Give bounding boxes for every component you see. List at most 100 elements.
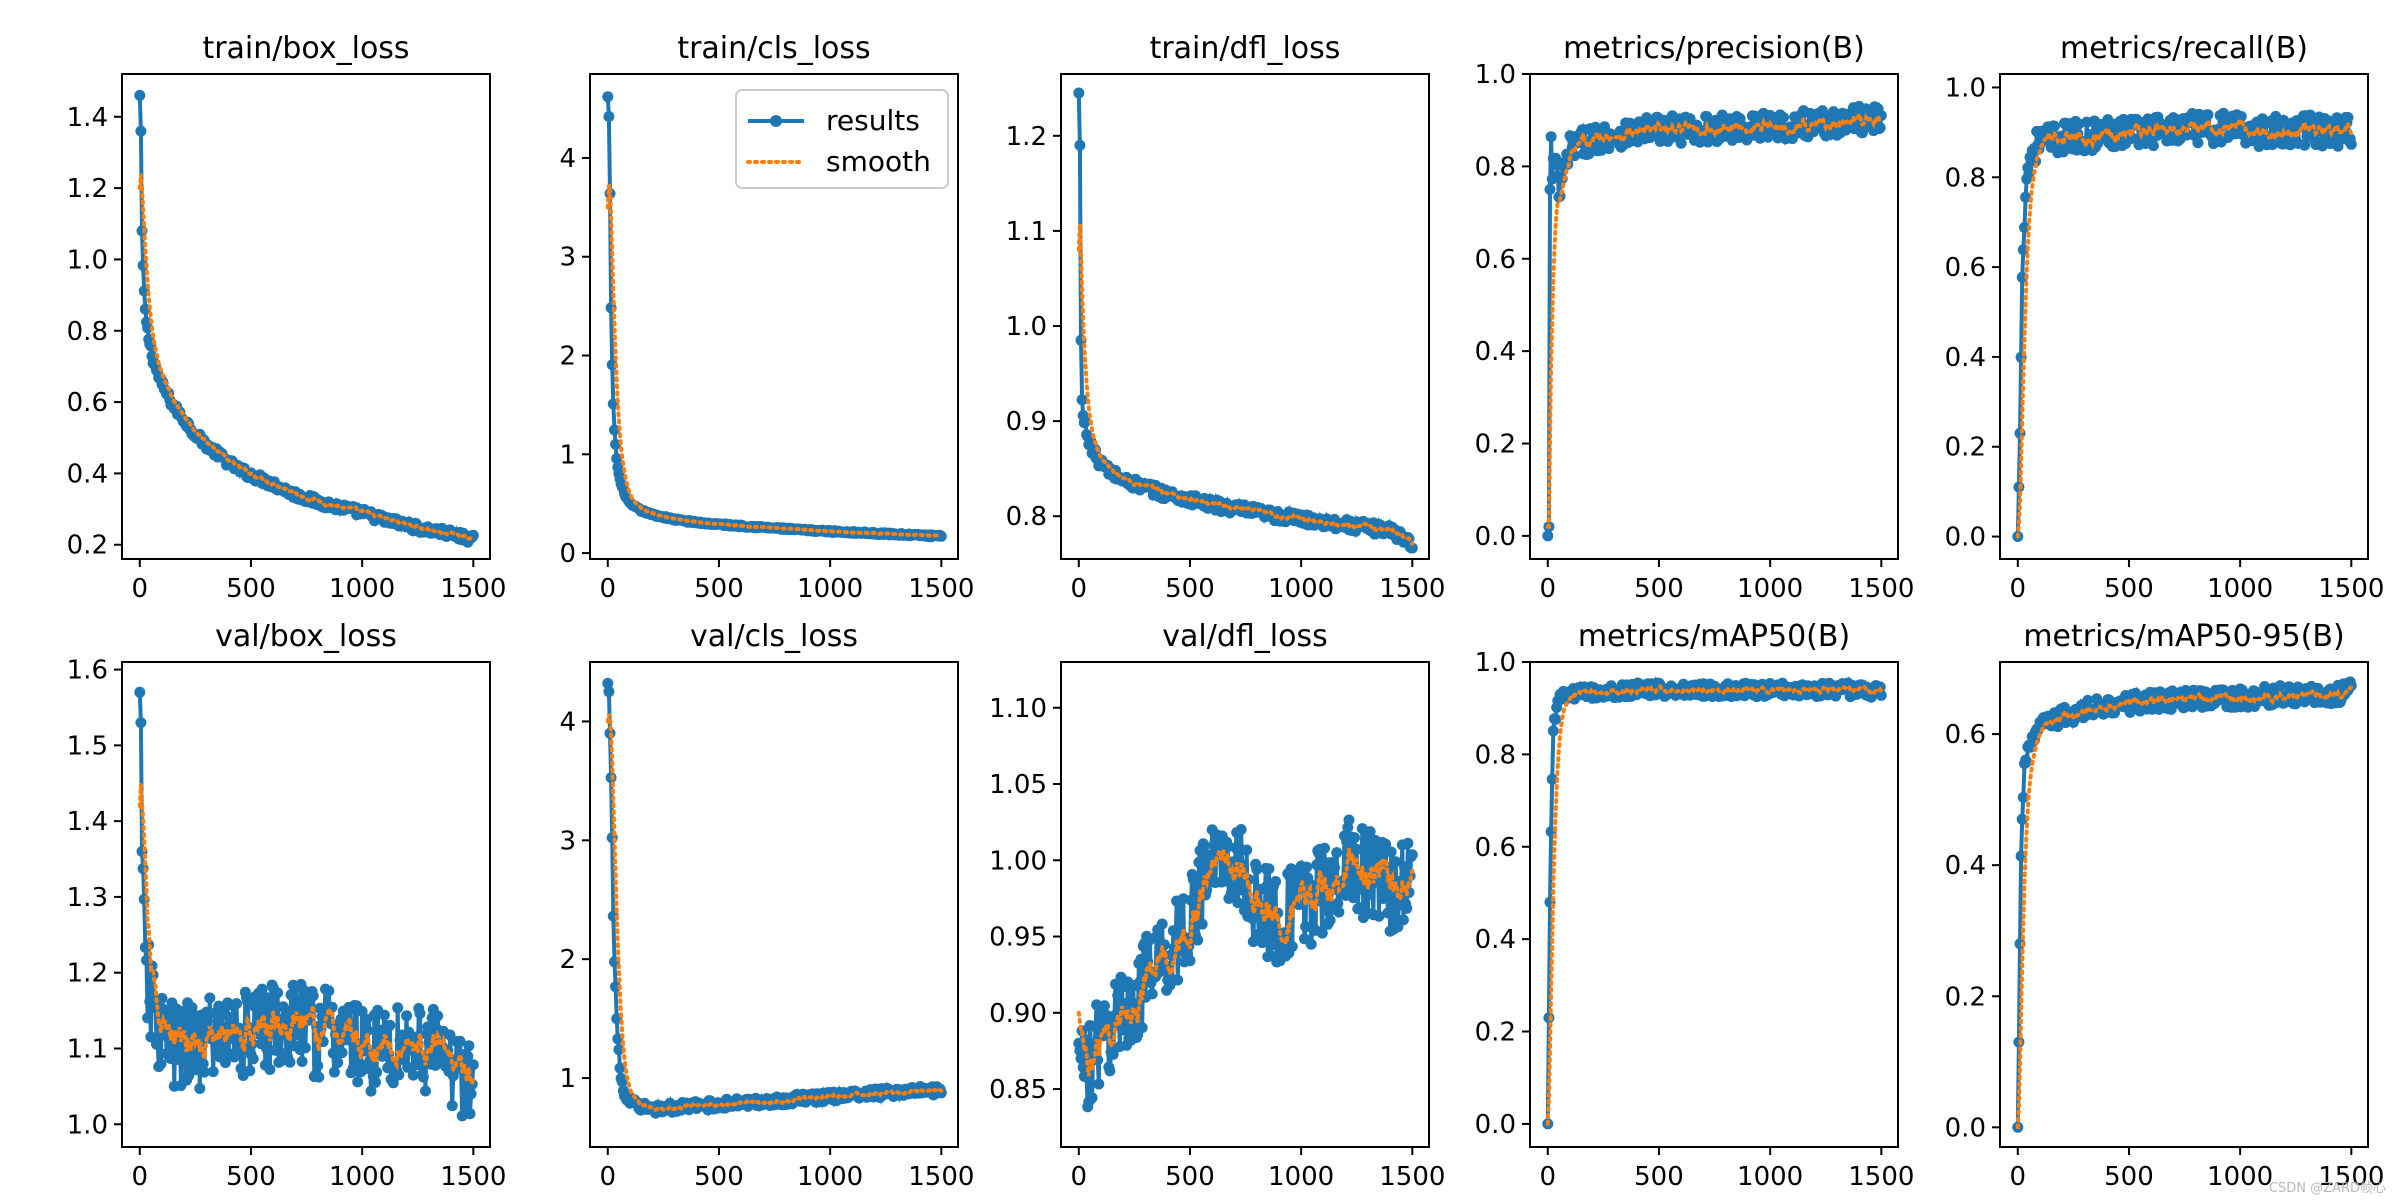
smooth-line <box>1545 683 1884 1126</box>
results-point <box>2345 138 2357 150</box>
chart-panel-5: metrics/recall(B) 0 500 1000 1500 0.0 0.2 0.4 0.… <box>1945 31 2385 604</box>
results-point <box>1266 939 1278 951</box>
results-point <box>1073 87 1085 99</box>
results-point <box>1198 840 1210 852</box>
y-tick-label: 4 <box>559 144 576 174</box>
chart-title: metrics/recall(B) <box>2060 31 2308 66</box>
results-point <box>1232 897 1244 909</box>
results-point <box>201 1006 212 1018</box>
y-tick-label: 0.2 <box>1475 430 1516 460</box>
results-point <box>609 424 620 436</box>
chart-panel-7: val/cls_loss 0 500 1000 1500 1 2 3 4 <box>559 619 974 1192</box>
y-tick-label: 0.4 <box>67 459 108 489</box>
results-point <box>1107 1048 1119 1060</box>
plot-area <box>2012 676 2357 1133</box>
results-point <box>2057 146 2069 158</box>
results-point <box>420 1085 431 1097</box>
x-tick-label: 1000 <box>329 1162 395 1192</box>
watermark: CSDN @ZARD帧心 <box>2268 1181 2386 1196</box>
results-point <box>247 1053 259 1065</box>
results-point <box>602 91 614 103</box>
chart-panel-3: train/dfl_loss 0 500 1000 1500 0.8 0.9 1.0 1.1 1.… <box>1006 31 1446 604</box>
y-tick-label: 0.0 <box>1945 523 1986 553</box>
x-tick-label: 0 <box>2010 1162 2027 1192</box>
y-tick-label: 1 <box>559 440 576 470</box>
y-tick-label: 0.4 <box>1475 925 1516 955</box>
results-point <box>2192 137 2204 149</box>
results-line <box>1545 675 1884 1124</box>
results-point <box>1361 890 1373 902</box>
x-tick-label: 1500 <box>2318 1162 2384 1192</box>
x-tick-label: 500 <box>2104 1162 2154 1192</box>
y-tick-label: 1.10 <box>989 694 1047 724</box>
results-point <box>392 1002 404 1014</box>
results-point <box>464 1108 476 1120</box>
results-point <box>2023 168 2035 180</box>
x-tick-label: 500 <box>2104 574 2154 604</box>
results-point <box>614 1062 626 1074</box>
results-point <box>1112 990 1124 1001</box>
results-point <box>2020 191 2032 203</box>
plot-area <box>1073 87 1418 554</box>
x-tick-label: 1000 <box>797 574 863 604</box>
results-point <box>265 999 277 1011</box>
y-tick-label: 0.85 <box>989 1075 1047 1105</box>
results-point <box>602 677 614 689</box>
y-tick-label: 0.6 <box>67 388 108 418</box>
axes-frame <box>1529 73 1899 560</box>
y-tick-label: 0.4 <box>1945 851 1986 881</box>
plot-area <box>602 677 947 1120</box>
smooth-line <box>1076 223 1415 546</box>
y-tick-label: 1.3 <box>67 883 108 913</box>
x-tick-label: 1500 <box>440 1162 506 1192</box>
results-point <box>1191 877 1203 889</box>
results-point <box>365 1085 377 1097</box>
x-tick-label: 500 <box>694 574 744 604</box>
y-tick-label: 1.0 <box>1006 312 1047 342</box>
results-point <box>2304 109 2316 121</box>
x-tick-label: 500 <box>226 574 276 604</box>
results-point <box>269 1044 281 1056</box>
results-point <box>1264 949 1276 961</box>
results-point <box>1076 394 1088 406</box>
y-tick-label: 0.8 <box>1475 152 1516 182</box>
results-point <box>1347 892 1359 904</box>
y-tick-label: 1.0 <box>67 1110 108 1140</box>
results-point <box>313 1071 325 1083</box>
y-tick-label: 3 <box>559 826 576 856</box>
results-point <box>1192 934 1204 946</box>
results-point <box>463 1040 475 1052</box>
results-point <box>1104 1065 1116 1077</box>
results-point <box>1074 139 1086 151</box>
results-point <box>362 1025 374 1036</box>
results-point <box>1185 894 1197 906</box>
plot-area <box>602 91 947 543</box>
results-point <box>219 1057 231 1069</box>
results-point <box>312 1060 324 1072</box>
x-tick-label: 1000 <box>1268 574 1334 604</box>
results-point <box>197 1058 209 1070</box>
results-point <box>135 125 147 137</box>
y-tick-label: 0.0 <box>1945 1113 1986 1143</box>
results-point <box>194 1083 206 1094</box>
results-point <box>1675 137 1687 149</box>
results-point <box>1184 955 1196 967</box>
results-point <box>336 1047 348 1059</box>
y-tick-label: 0.6 <box>1945 720 1986 750</box>
y-tick-label: 1.0 <box>1945 73 1986 103</box>
results-point <box>328 1066 340 1078</box>
results-point <box>1364 826 1376 838</box>
results-point <box>248 1000 260 1012</box>
y-tick-label: 0.6 <box>1475 833 1516 863</box>
chart-panel-2: train/cls_loss 0 500 1000 1500 0 1 2 3 4 results sm… <box>559 31 974 604</box>
y-tick-label: 1.2 <box>1006 122 1047 152</box>
y-tick-label: 0.2 <box>1945 982 1986 1012</box>
y-tick-label: 0.95 <box>989 923 1047 953</box>
results-point <box>1875 689 1887 701</box>
results-point <box>1086 1092 1098 1104</box>
results-point <box>1385 846 1397 858</box>
y-tick-label: 0.8 <box>1475 740 1516 770</box>
y-tick-label: 0.8 <box>67 317 108 347</box>
chart-title: metrics/mAP50(B) <box>1578 619 1850 654</box>
results-point <box>1386 864 1398 876</box>
